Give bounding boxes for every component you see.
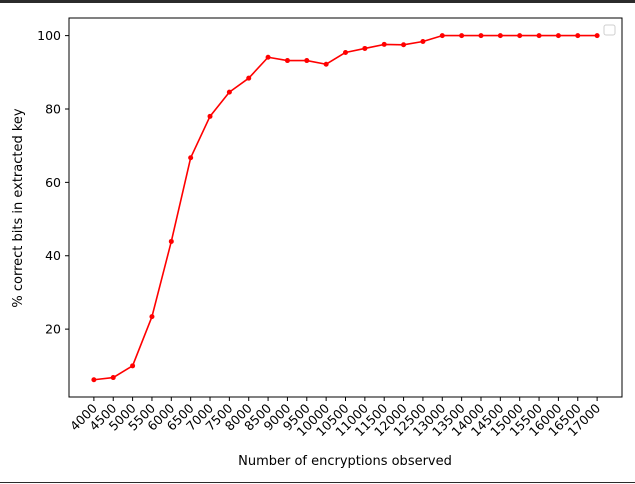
y-tick-label: 40 [45, 248, 61, 263]
window-top-border [0, 0, 635, 3]
series-layer [91, 33, 600, 383]
data-point [401, 42, 407, 48]
x-axis-ticks: 4000450050005500600065007000750080008500… [67, 397, 603, 439]
data-point [226, 89, 232, 95]
data-point [343, 49, 348, 55]
data-point [207, 113, 213, 119]
y-axis-label: % correct bits in extracted key [11, 108, 26, 308]
data-point [381, 41, 387, 47]
data-point [91, 377, 97, 383]
x-axis-label: Number of encryptions observed [238, 454, 452, 469]
axes-frame [68, 17, 623, 398]
legend [603, 24, 616, 36]
data-point [265, 54, 271, 60]
data-point [497, 33, 503, 39]
data-point [536, 33, 542, 39]
data-point [420, 38, 426, 44]
data-point [555, 33, 561, 39]
data-point [246, 75, 252, 81]
y-tick-label: 100 [37, 28, 61, 43]
y-axis-ticks: 20 40 60 80 100 [37, 28, 69, 337]
data-point [304, 58, 310, 64]
y-tick-label: 60 [45, 175, 61, 190]
data-point [323, 61, 329, 67]
data-point [517, 33, 523, 39]
data-point [168, 238, 174, 244]
y-tick-label: 20 [45, 322, 61, 337]
data-point [478, 33, 484, 39]
data-point [459, 33, 465, 39]
window-bottom-border [0, 482, 635, 483]
data-point [594, 33, 600, 39]
data-point [362, 45, 368, 51]
series-line [93, 34, 598, 381]
data-point [149, 314, 155, 320]
data-point [110, 375, 116, 381]
legend-box [603, 24, 616, 36]
data-point [439, 33, 445, 39]
y-tick-label: 80 [45, 101, 61, 116]
data-point [284, 58, 290, 64]
plot-area-border [68, 17, 623, 398]
data-point [130, 363, 136, 369]
data-point [575, 33, 581, 39]
data-point [188, 155, 194, 161]
